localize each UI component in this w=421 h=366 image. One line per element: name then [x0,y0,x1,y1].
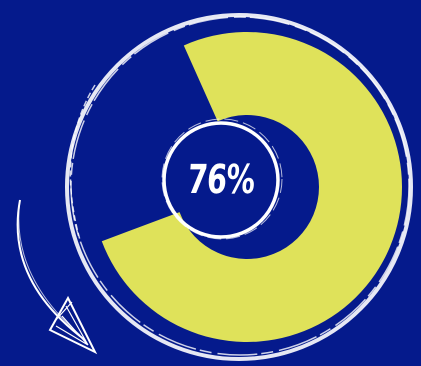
donut-value-arc [101,32,402,343]
inner-ring-sketch [161,118,283,240]
outer-ring-sketch [70,16,410,356]
percentage-label: 76% [185,157,257,203]
outer-ring [65,13,413,361]
curved-arrow-icon [16,199,98,355]
left-sketch-arc [69,84,96,241]
inner-ring [162,121,280,239]
